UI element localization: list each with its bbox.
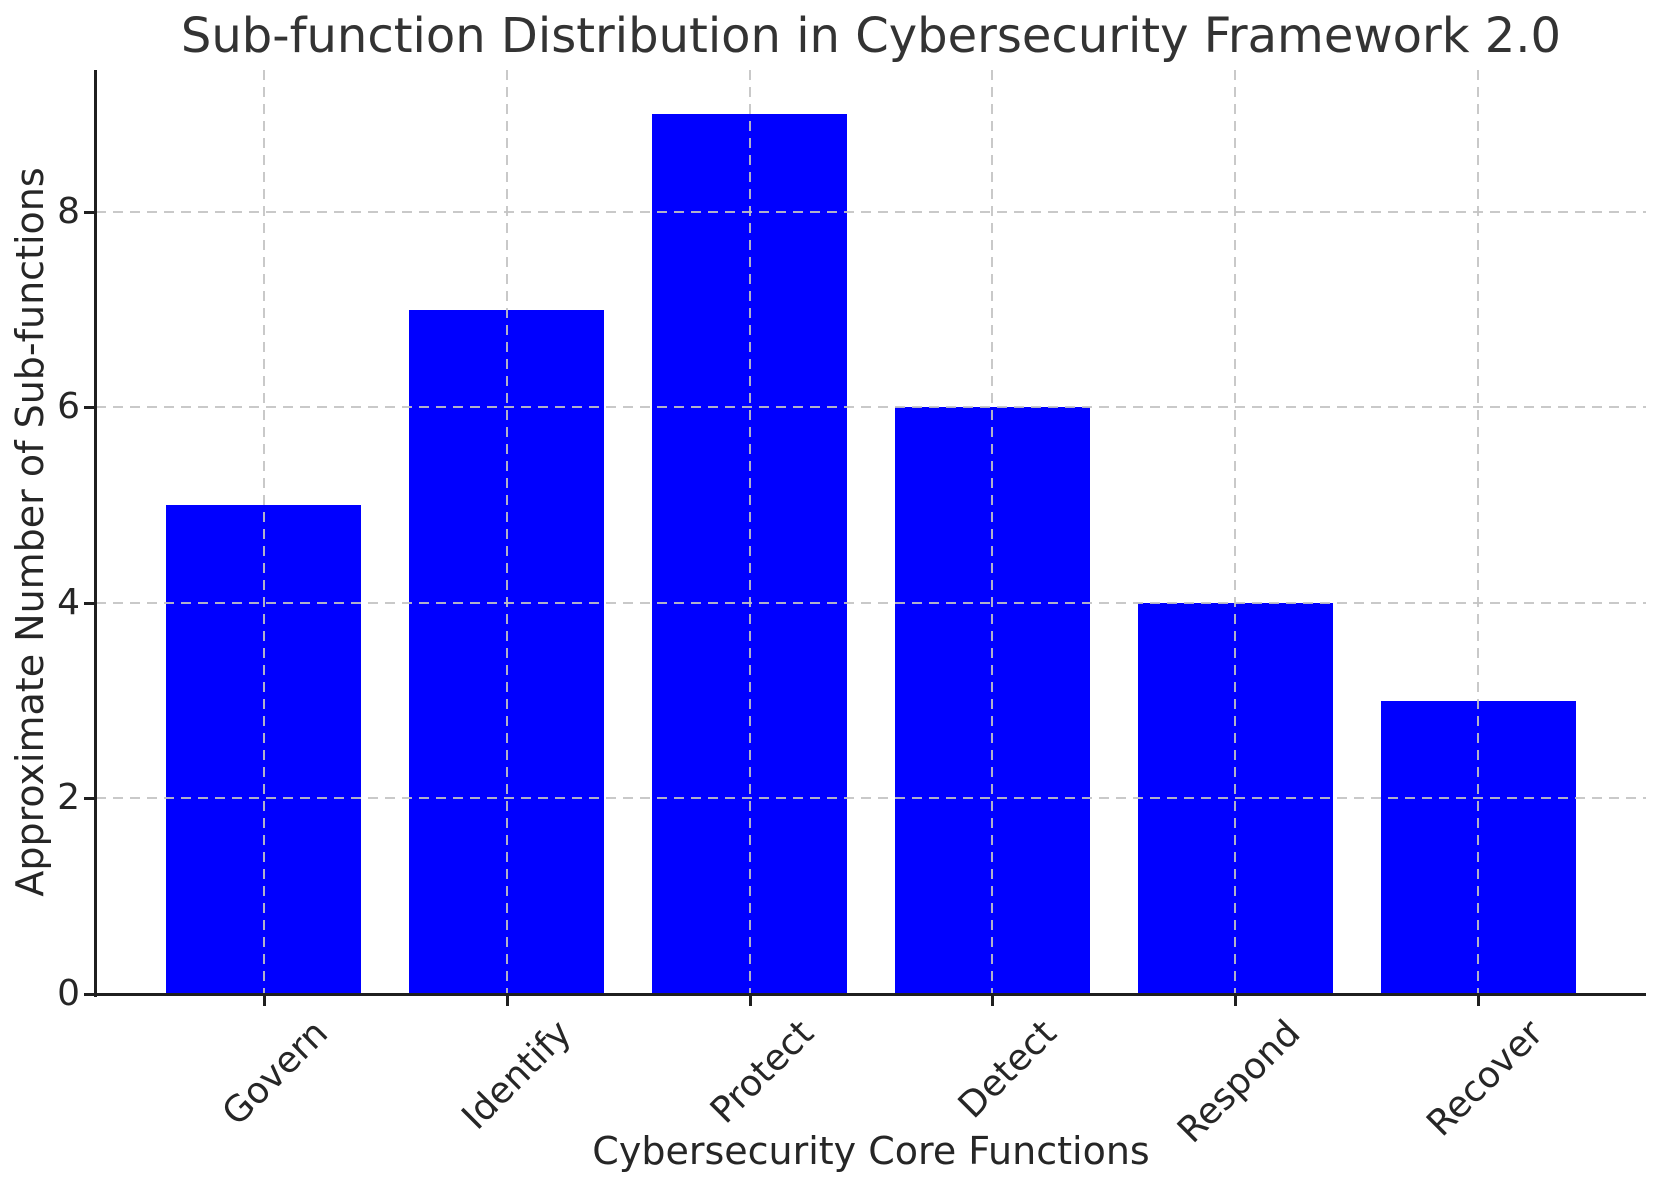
x-tick-label-govern: Govern: [215, 1012, 337, 1134]
y-tick-mark-4: [84, 601, 96, 605]
x-tick-mark-respond: [1234, 994, 1238, 1006]
h-gridline-4: [96, 601, 1646, 604]
h-gridline-8: [96, 210, 1646, 213]
h-gridline-2: [96, 797, 1646, 800]
x-tick-label-detect: Detect: [951, 1012, 1066, 1127]
v-gridline-detect: [991, 70, 994, 994]
x-tick-mark-recover: [1477, 994, 1481, 1006]
v-gridline-govern: [262, 70, 265, 994]
x-tick-label-identify: Identify: [454, 1012, 580, 1138]
x-tick-mark-govern: [262, 994, 266, 1006]
x-tick-mark-identify: [505, 994, 509, 1006]
y-axis-spine: [94, 70, 97, 997]
y-tick-mark-8: [84, 210, 96, 214]
y-tick-mark-0: [84, 993, 96, 996]
y-tick-mark-6: [84, 406, 96, 410]
y-tick-label-8: 8: [57, 190, 80, 232]
plot-area: [96, 70, 1646, 994]
v-gridline-recover: [1477, 70, 1480, 994]
y-tick-label-2: 2: [57, 777, 80, 819]
y-tick-mark-2: [84, 797, 96, 801]
x-axis-label: Cybersecurity Core Functions: [592, 1129, 1150, 1173]
v-gridline-protect: [748, 70, 751, 994]
x-tick-label-protect: Protect: [703, 1012, 823, 1132]
x-tick-label-recover: Recover: [1418, 1012, 1551, 1145]
x-axis-spine: [94, 993, 1646, 996]
x-tick-mark-detect: [991, 994, 995, 1006]
x-tick-mark-protect: [748, 994, 752, 1006]
v-gridline-identify: [505, 70, 508, 994]
chart-title: Sub-function Distribution in Cybersecuri…: [180, 8, 1562, 64]
y-tick-label-4: 4: [57, 581, 80, 623]
h-gridline-6: [96, 406, 1646, 409]
y-tick-label-0: 0: [57, 973, 80, 1014]
y-tick-label-6: 6: [57, 386, 80, 428]
v-gridline-respond: [1234, 70, 1237, 994]
